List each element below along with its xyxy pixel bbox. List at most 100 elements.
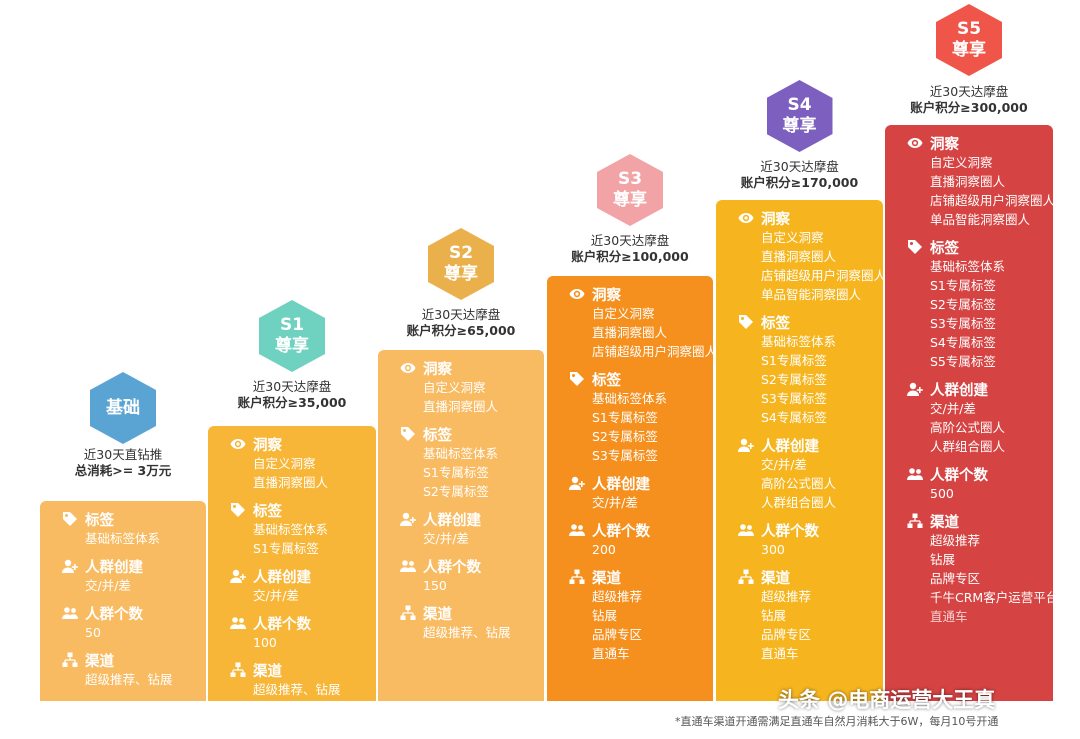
tier-requirement-line: 近30天达摩盘 [590,233,670,248]
tier-requirement-line: 近30天达摩盘 [760,159,839,174]
benefit-item: 单品智能洞察圈人 [761,287,862,302]
benefit-section-header: 人群个数 [62,603,206,623]
benefit-section-title: 人群创建 [930,382,988,399]
channel-icon [400,605,423,621]
benefit-section: 标签 基础标签体系 S1专属标签 S2专属标签 [400,424,544,501]
tier-requirement-line: 账户积分≥170,000 [740,175,859,190]
users-icon [62,605,85,621]
benefit-item: 自定义洞察 [253,456,316,471]
user-add-icon [400,511,423,527]
benefit-item: 基础标签体系 [761,334,837,349]
benefit-item: 基础标签体系 [930,259,1006,274]
benefit-item: S3专属标签 [592,448,658,463]
benefit-section-title: 标签 [930,240,959,257]
benefit-section: 人群个数 50 [62,603,206,642]
benefit-item: S2专属标签 [930,297,996,312]
benefit-section-header: 洞察 [230,434,376,454]
benefit-item: 300 [761,542,785,557]
benefit-item: 直通车 [761,646,799,661]
benefit-item: 超级推荐 [930,533,981,548]
tier-requirement-line: 近30天直钻推 [83,447,163,462]
watermark: 头条 @电商运营大王真 [778,688,996,712]
eye-icon [738,210,761,226]
benefit-item: S1专属标签 [761,353,827,368]
benefit-section: 人群个数 200 [569,520,713,559]
benefit-item: 直播洞察圈人 [592,325,668,340]
benefit-section: 标签 基础标签体系 S1专属标签 S2专属标签 S3专属标签 [569,369,713,465]
tier-badge-line: S4 [787,95,812,115]
benefit-item: 基础标签体系 [85,531,161,546]
tier-badge-line: 尊享 [275,336,309,356]
benefit-item: 150 [423,578,447,593]
benefit-section-header: 标签 [400,424,544,444]
eye-icon [230,436,253,452]
benefit-section-title: 洞察 [930,136,959,153]
benefit-section-title: 人群创建 [592,476,650,493]
benefit-section-header: 人群个数 [569,520,713,540]
benefit-section: 洞察 自定义洞察 直播洞察圈人 店铺超级用户洞察圈人 [569,284,713,361]
benefit-section-header: 标签 [230,500,376,520]
benefit-section: 人群个数 300 [738,520,883,559]
benefit-section-title: 渠道 [85,653,114,670]
benefit-section-title: 洞察 [423,361,452,378]
benefit-item: S1专属标签 [592,410,658,425]
benefit-section: 洞察 自定义洞察 直播洞察圈人 店铺超级用户洞察圈人 单品智能洞察圈人 [738,208,883,304]
tier-requirement: 近30天直钻推 总消耗>= 3万元 [33,447,213,479]
user-add-icon [230,568,253,584]
tier-requirement: 近30天达摩盘 账户积分≥300,000 [879,84,1059,116]
benefit-item: 店铺超级用户洞察圈人 [592,344,713,359]
benefit-item: 100 [253,635,277,650]
benefit-section: 标签 基础标签体系 S1专属标签 S2专属标签 S3专属标签 S4专属标签 S5专属标签 [907,237,1053,371]
benefit-item: 交/并/差 [253,588,299,603]
benefit-item: S4专属标签 [761,410,827,425]
tier-badge-line: 尊享 [952,40,986,60]
benefit-item: 单品智能洞察圈人 [930,212,1031,227]
benefit-item: 200 [592,542,616,557]
tier-benefits-box: 标签 基础标签体系 人群创建 交/并/差 人群个数 50 渠道 超级推荐、钻展 [40,501,206,701]
benefit-section-title: 洞察 [253,437,282,454]
tier-requirement-line: 账户积分≥100,000 [571,249,689,264]
benefit-item: S5专属标签 [930,354,996,369]
benefit-item: 品牌专区 [592,627,643,642]
user-add-icon [62,558,85,574]
benefit-section-header: 渠道 [230,660,376,680]
benefit-section-header: 人群个数 [907,464,1053,484]
benefit-section-header: 标签 [62,509,206,529]
tier-requirement-line: 近30天达摩盘 [252,379,332,394]
benefit-section-header: 洞察 [907,133,1053,153]
benefit-section: 人群个数 500 [907,464,1053,503]
benefit-item: 直播洞察圈人 [253,475,329,490]
users-icon [738,522,761,538]
benefit-item: 人群组合圈人 [761,495,837,510]
benefit-item: 超级推荐 [761,589,812,604]
benefit-section-header: 标签 [907,237,1053,257]
tier-badge-line: 尊享 [613,190,647,210]
benefit-item: S3专属标签 [761,391,827,406]
benefit-item: 自定义洞察 [423,380,486,395]
benefit-section-title: 标签 [85,512,114,529]
benefit-item: S1专属标签 [423,465,489,480]
benefit-item: 钻展 [761,608,787,623]
users-icon [230,615,253,631]
benefit-item: 超级推荐、钻展 [253,682,341,697]
benefit-section-title: 标签 [253,503,282,520]
benefit-section: 渠道 超级推荐 钻展 品牌专区 直通车 [569,567,713,663]
benefit-section-header: 标签 [569,369,713,389]
tier-badge: 基础 [90,372,156,444]
benefit-section-title: 人群创建 [761,438,819,455]
benefit-section-header: 渠道 [907,511,1053,531]
benefit-item: S2专属标签 [761,372,827,387]
benefit-item: 高阶公式圈人 [761,476,837,491]
benefit-section-header: 人群创建 [569,473,713,493]
tag-icon [230,502,253,518]
benefit-section: 人群个数 100 [230,613,376,652]
benefit-section-header: 人群创建 [738,435,883,455]
benefit-item: 交/并/差 [930,401,976,416]
benefit-section: 渠道 超级推荐 钻展 品牌专区 直通车 [738,567,883,663]
tag-icon [907,239,930,255]
benefit-item: S4专属标签 [930,335,996,350]
tier-requirement-line: 近30天达摩盘 [421,307,501,322]
benefit-item: S3专属标签 [930,316,996,331]
benefit-item: 交/并/差 [85,578,131,593]
benefit-section: 人群个数 150 [400,556,544,595]
